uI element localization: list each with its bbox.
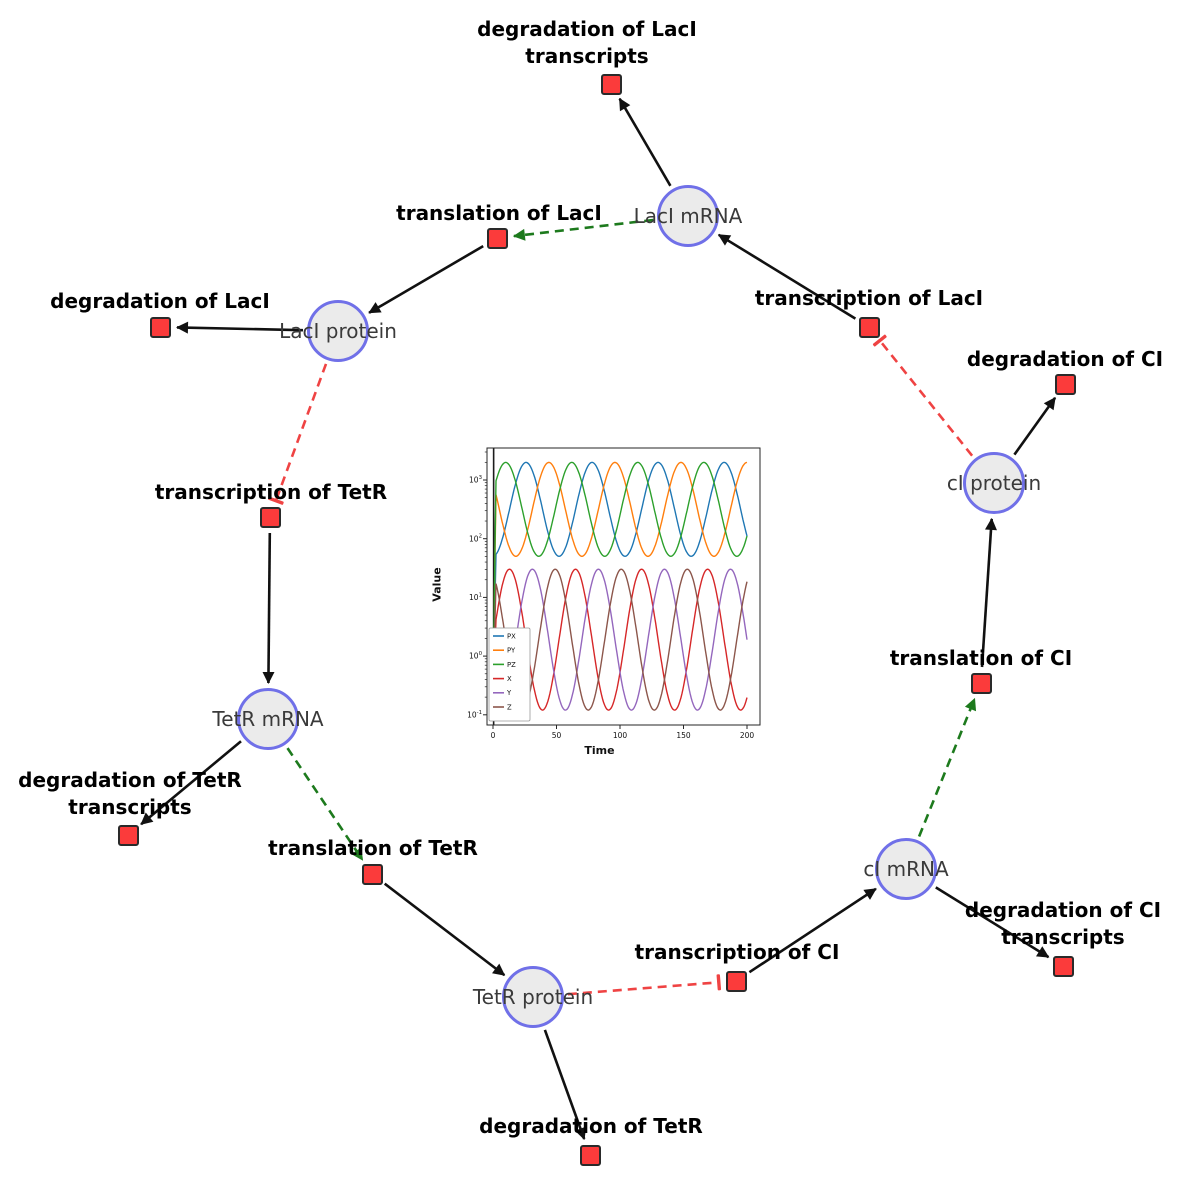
edge-tetr_protein-deg_tetr (543, 1029, 587, 1140)
y-tick-label: 102 (469, 534, 482, 544)
x-tick-label: 0 (491, 731, 496, 740)
x-tick-label: 100 (613, 731, 628, 740)
reaction-node-deg_ci_tx[interactable] (1052, 955, 1074, 977)
series-Z (492, 568, 748, 718)
edge-ci_mrna-transl_ci (917, 697, 977, 837)
reaction-node-deg_laci[interactable] (149, 316, 171, 338)
reaction-node-deg_ci[interactable] (1054, 373, 1076, 395)
edge-transl_tetr-tetr_protein (383, 882, 506, 977)
edge-laci_protein-deg_laci (176, 321, 304, 334)
series-PY (492, 461, 748, 718)
edge-tetr_protein-tx_ci (567, 974, 722, 996)
x-tick-label: 150 (676, 731, 691, 740)
legend-label-PX: PX (507, 632, 516, 640)
y-tick-label: 103 (469, 475, 482, 485)
species-node-tetr_protein[interactable] (502, 966, 564, 1028)
edge-laci_mrna-deg_laci_tx (618, 97, 672, 187)
edge-ci_protein-tx_laci (872, 334, 974, 457)
reaction-node-deg_tetr[interactable] (579, 1144, 601, 1166)
legend-label-Y: Y (506, 689, 512, 697)
inset-chart: 0 50 100 150 200 10-1 100 101 102 103 PX PY PZ X Y Z (427, 432, 772, 762)
species-node-ci_mrna[interactable] (875, 838, 937, 900)
y-tick-label: 100 (469, 651, 483, 661)
edge-tetr_mrna-transl_tetr (286, 747, 364, 861)
legend-label-PZ: PZ (507, 661, 516, 669)
edge-tx_laci-laci_mrna (717, 233, 857, 320)
reaction-node-deg_laci_tx[interactable] (600, 73, 622, 95)
chart-x-axis-label: Time (584, 744, 615, 757)
edge-transl_ci-ci_protein (980, 517, 997, 668)
y-tick-label: 10-1 (467, 710, 482, 720)
species-node-ci_protein[interactable] (963, 452, 1025, 514)
reaction-node-tx_ci[interactable] (725, 970, 747, 992)
reaction-node-tx_tetr[interactable] (259, 506, 281, 528)
axes-box (486, 447, 761, 726)
edge-tx_ci-ci_mrna (748, 887, 877, 974)
time-series-plot: 0 50 100 150 200 10-1 100 101 102 103 PX PY PZ XYZ (467, 447, 761, 740)
legend-label-Z: Z (507, 703, 512, 711)
legend: PX PY PZ XYZ (488, 627, 531, 722)
edge-tx_tetr-tetr_mrna (262, 532, 275, 684)
species-node-laci_protein[interactable] (307, 300, 369, 362)
y-tick-label: 101 (469, 592, 482, 602)
species-node-laci_mrna[interactable] (657, 185, 719, 247)
x-tick-label: 200 (740, 731, 755, 740)
series-PZ (492, 461, 748, 718)
edge-ci_mrna-deg_ci_tx (935, 886, 1050, 959)
edge-transl_laci-laci_protein (368, 244, 484, 314)
series-Y (492, 568, 748, 718)
edge-laci_protein-tx_tetr (268, 363, 328, 505)
x-tick-label: 50 (552, 731, 562, 740)
series-PX (492, 461, 748, 718)
reaction-node-transl_laci[interactable] (486, 227, 508, 249)
species-node-tetr_mrna[interactable] (237, 688, 299, 750)
legend-label-PY: PY (507, 647, 516, 655)
legend-label-X: X (507, 675, 512, 683)
edge-ci_protein-deg_ci (1013, 396, 1057, 456)
reaction-node-tx_laci[interactable] (858, 316, 880, 338)
reaction-node-deg_tetr_tx[interactable] (117, 824, 139, 846)
edge-laci_mrna-transl_laci (512, 218, 654, 241)
reaction-node-transl_tetr[interactable] (361, 863, 383, 885)
chart-y-axis-label: Value (430, 567, 444, 602)
edge-tetr_mrna-deg_tetr_tx (140, 740, 242, 826)
reaction-node-transl_ci[interactable] (970, 672, 992, 694)
